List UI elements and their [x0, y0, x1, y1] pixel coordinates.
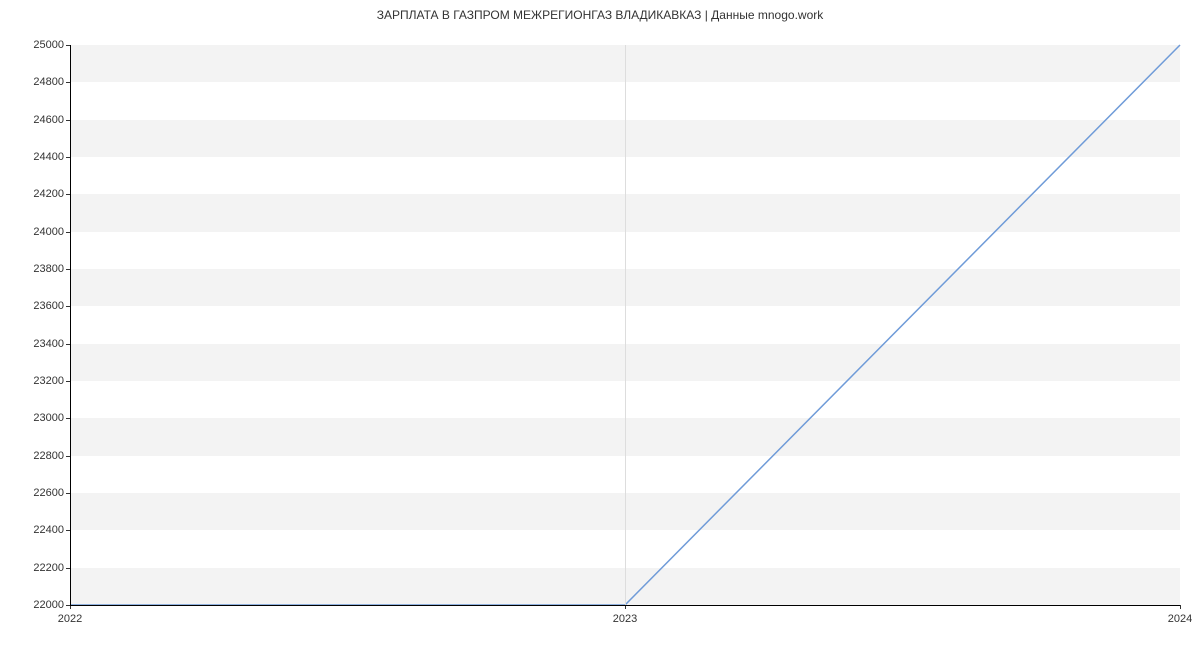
- x-tick-mark: [1180, 605, 1181, 609]
- y-tick-label: 22600: [33, 487, 64, 499]
- y-axis-line: [70, 45, 71, 605]
- y-tick-label: 23600: [33, 300, 64, 312]
- y-tick-label: 23800: [33, 263, 64, 275]
- y-tick-label: 23400: [33, 338, 64, 350]
- y-tick-label: 23000: [33, 412, 64, 424]
- y-tick-label: 22000: [33, 599, 64, 611]
- y-tick-label: 24800: [33, 76, 64, 88]
- plot-area: 2200022200224002260022800230002320023400…: [70, 45, 1180, 605]
- x-axis-line: [70, 605, 1180, 606]
- x-tick-label: 2022: [58, 613, 82, 625]
- chart-container: ЗАРПЛАТА В ГАЗПРОМ МЕЖРЕГИОНГАЗ ВЛАДИКАВ…: [0, 0, 1200, 650]
- y-tick-label: 22400: [33, 524, 64, 536]
- y-tick-label: 24000: [33, 226, 64, 238]
- x-tick-label: 2024: [1168, 613, 1192, 625]
- chart-title: ЗАРПЛАТА В ГАЗПРОМ МЕЖРЕГИОНГАЗ ВЛАДИКАВ…: [0, 8, 1200, 22]
- y-tick-label: 25000: [33, 39, 64, 51]
- y-tick-label: 24600: [33, 114, 64, 126]
- y-tick-label: 24200: [33, 188, 64, 200]
- x-tick-label: 2023: [613, 613, 637, 625]
- x-gridline: [625, 45, 626, 605]
- y-tick-label: 23200: [33, 375, 64, 387]
- y-tick-label: 22800: [33, 450, 64, 462]
- y-tick-label: 22200: [33, 562, 64, 574]
- y-tick-label: 24400: [33, 151, 64, 163]
